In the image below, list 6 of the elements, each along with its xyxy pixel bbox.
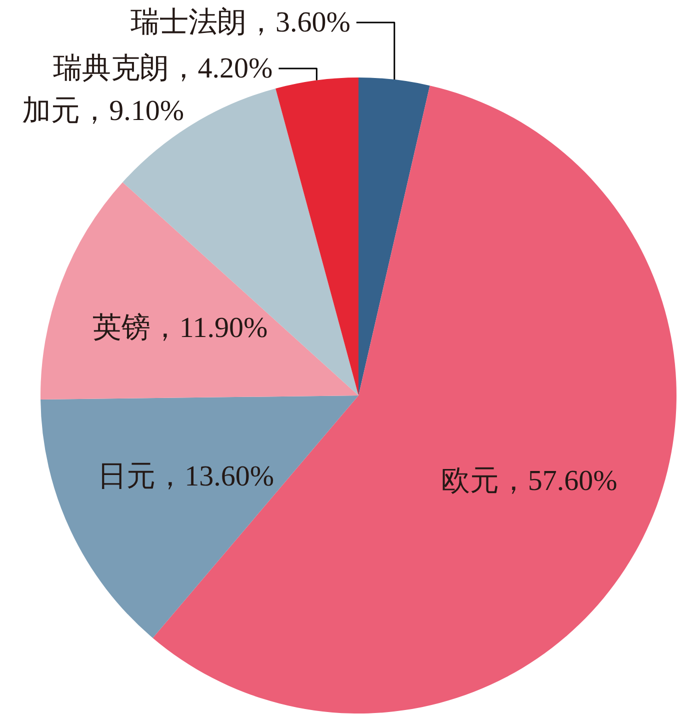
slice-label: 英镑，11.90% (92, 312, 268, 344)
slice-label: 加元，9.10% (22, 94, 184, 127)
slice-label: 瑞士法朗，3.60% (130, 6, 350, 38)
slice-label: 欧元，57.60% (440, 465, 618, 498)
slice-label: 日元，13.60% (98, 460, 274, 493)
slice-label: 瑞典克朗，4.20% (52, 52, 273, 84)
